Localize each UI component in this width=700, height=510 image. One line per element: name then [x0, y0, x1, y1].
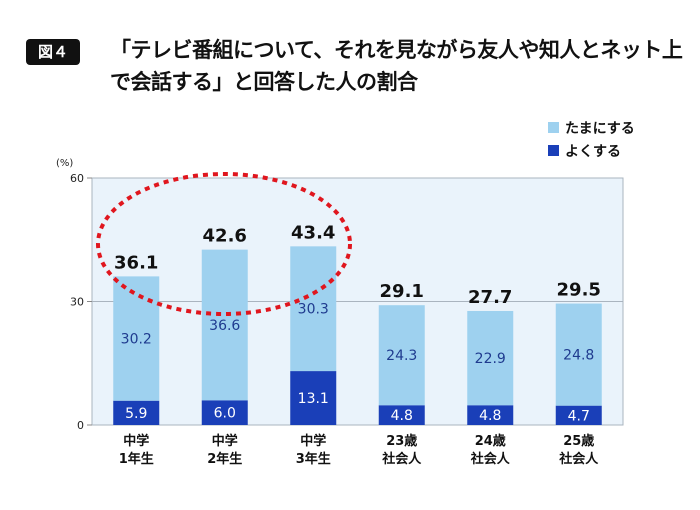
bar-segment [378, 305, 425, 406]
segment-value-label: 24.8 [563, 348, 594, 364]
y-tick-label: 60 [70, 172, 84, 185]
chart-title: 「テレビ番組について、それを見ながら友人や知人とネット上で会話する」と回答した人… [110, 38, 683, 94]
x-tick-label: 社会人 [558, 451, 599, 467]
bar-segment [467, 405, 514, 425]
bar-segment [555, 303, 602, 406]
segment-value-label: 36.6 [209, 318, 240, 334]
bar-segment [378, 405, 425, 425]
total-value-label: 36.1 [114, 252, 158, 273]
y-tick-label: 30 [70, 296, 84, 309]
total-value-label: 29.5 [557, 280, 601, 301]
segment-value-label: 30.3 [298, 302, 329, 318]
x-tick-label: 中学 [123, 433, 149, 449]
y-axis-label: (%) [56, 158, 73, 169]
bar-segment [201, 249, 248, 401]
legend-swatch-dark [548, 145, 559, 156]
segment-value-label: 13.1 [298, 391, 329, 407]
segment-value-label: 5.9 [125, 406, 147, 422]
segment-value-label: 30.2 [121, 332, 152, 348]
x-tick-label: 中学 [212, 433, 238, 449]
segment-value-label: 4.7 [568, 408, 590, 424]
figure-label: 図４ [26, 39, 80, 65]
bar-segment [290, 371, 337, 425]
y-tick-label: 0 [77, 419, 84, 432]
segment-value-label: 24.3 [386, 348, 417, 364]
x-tick-label: 25歳 [563, 433, 594, 449]
segment-value-label: 6.0 [214, 406, 236, 422]
total-value-label: 42.6 [203, 226, 247, 247]
legend-item-often: よくする [548, 139, 635, 162]
legend-label: たまにする [565, 120, 635, 137]
x-tick-label: 2年生 [207, 451, 242, 467]
x-tick-label: 3年生 [296, 451, 331, 467]
bar-segment [555, 405, 602, 425]
legend: たまにする よくする [548, 116, 635, 162]
legend-label: よくする [565, 143, 621, 160]
total-value-label: 43.4 [291, 222, 335, 243]
legend-swatch-light [548, 122, 559, 133]
highlight-ellipse [96, 172, 352, 316]
segment-value-label: 4.8 [391, 408, 413, 424]
bar-segment [201, 400, 248, 425]
x-tick-label: 中学 [300, 433, 326, 449]
x-tick-label: 社会人 [470, 451, 511, 467]
total-value-label: 29.1 [380, 281, 424, 302]
x-tick-label: 24歳 [475, 433, 506, 449]
bar-segment [113, 400, 160, 425]
bar-segment [467, 310, 514, 406]
segment-value-label: 4.8 [479, 408, 501, 424]
bar-segment [290, 246, 337, 372]
x-tick-label: 社会人 [381, 451, 422, 467]
legend-item-sometimes: たまにする [548, 116, 635, 139]
segment-value-label: 22.9 [475, 351, 506, 367]
bar-segment [113, 276, 160, 401]
total-value-label: 27.7 [468, 287, 512, 308]
x-tick-label: 1年生 [119, 451, 154, 467]
x-tick-label: 23歳 [386, 433, 417, 449]
